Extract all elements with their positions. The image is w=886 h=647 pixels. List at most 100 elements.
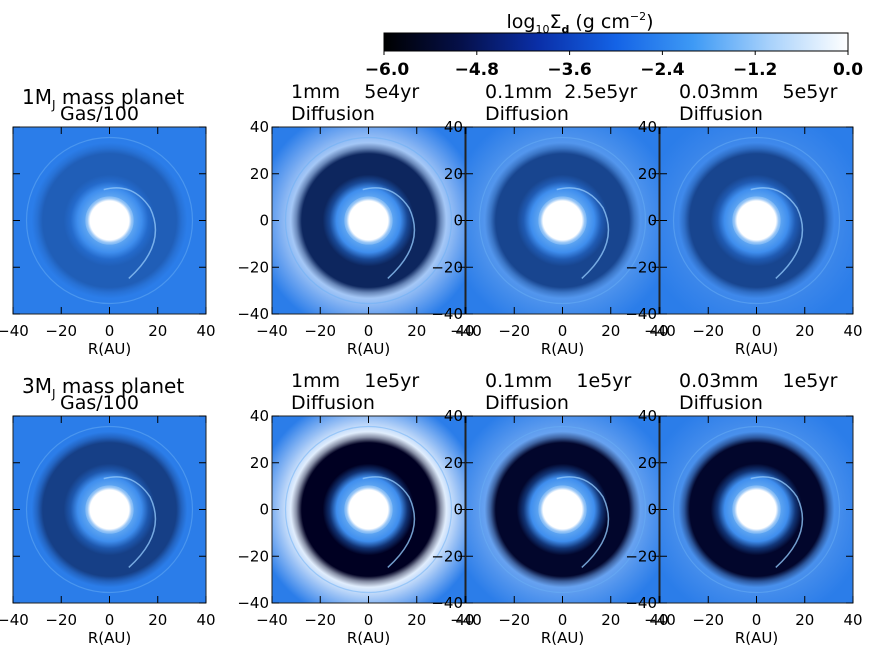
x-tick-label: 40 (455, 322, 474, 340)
y-tick-label: 40 (444, 407, 463, 425)
y-tick-label: −20 (625, 547, 657, 565)
outer-ring (25, 136, 194, 305)
x-tick-label: 20 (795, 611, 814, 629)
colorbar-title: log10Σd (g cm−2) (506, 10, 653, 36)
y-tick-label: 0 (259, 501, 269, 519)
x-tick-label: 0 (558, 322, 568, 340)
x-tick-label: −40 (450, 322, 482, 340)
y-tick-label: −20 (625, 258, 657, 276)
panel-title: Gas/100 (60, 103, 139, 125)
y-tick-label: 0 (453, 501, 463, 519)
panel-subtitle: Diffusion (679, 392, 763, 414)
central-cavity (95, 205, 124, 236)
spiral-wake (362, 187, 416, 279)
y-tick-label: −40 (625, 305, 657, 323)
central-cavity (742, 205, 771, 236)
y-tick-label: −20 (431, 547, 463, 565)
y-tick-label: 40 (250, 118, 269, 136)
x-tick-label: 0 (105, 322, 115, 340)
outer-ring (672, 425, 841, 594)
outer-ring (672, 136, 841, 305)
panel-title: 1mm 1e5yr (291, 370, 419, 392)
outer-ring (478, 425, 647, 594)
outer-ring (25, 425, 194, 594)
x-tick-label: −40 (644, 611, 676, 629)
y-tick-label: −40 (431, 594, 463, 612)
y-tick-label: 0 (647, 212, 657, 230)
y-tick-label: 20 (444, 454, 463, 472)
y-tick-label: −40 (237, 594, 269, 612)
spiral-wake (750, 476, 804, 568)
x-tick-label: −40 (256, 322, 288, 340)
x-tick-label: 0 (105, 611, 115, 629)
central-cavity (548, 205, 577, 236)
x-tick-label: 20 (148, 611, 167, 629)
central-cavity (354, 494, 383, 525)
x-tick-label: 40 (843, 322, 862, 340)
x-tick-label: 20 (407, 322, 426, 340)
x-tick-label: 20 (148, 322, 167, 340)
y-tick-label: −40 (431, 305, 463, 323)
panel-title: 0.03mm 1e5yr (679, 370, 838, 392)
panel-title: Gas/100 (60, 392, 139, 414)
inner-ring (344, 196, 393, 245)
y-tick-label: 0 (647, 501, 657, 519)
y-tick-label: 20 (250, 454, 269, 472)
x-tick-label: 20 (601, 322, 620, 340)
y-tick-label: 40 (638, 118, 657, 136)
x-tick-label: −40 (450, 611, 482, 629)
x-axis-label: R(AU) (347, 340, 390, 358)
x-tick-label: 0 (364, 611, 374, 629)
x-axis-label: R(AU) (541, 340, 584, 358)
panel-subtitle: Diffusion (485, 392, 569, 414)
y-tick-label: −40 (625, 594, 657, 612)
central-cavity (95, 494, 124, 525)
spiral-wake (556, 187, 610, 279)
colorbar-tick-label: −6.0 (365, 60, 410, 80)
panel-r1-c1: −40 −20 0 20 40 R(AU) Gas/100 (0, 103, 216, 358)
x-tick-label: 40 (649, 322, 668, 340)
y-tick-label: 40 (444, 118, 463, 136)
panel-title: 1mm 5e4yr (291, 81, 419, 103)
inner-ring (85, 485, 134, 534)
panel-r2-c4: −40−40 −20 −20 0 0 20 20 40 40 R(AU) 0.03mm 1e5yrD… (625, 370, 862, 647)
colorbar-tick-label: −3.6 (547, 60, 591, 80)
colorbar-gradient (383, 32, 849, 52)
x-tick-label: 0 (752, 322, 762, 340)
x-tick-label: 20 (795, 322, 814, 340)
x-tick-label: −40 (0, 322, 29, 340)
x-tick-label: 0 (752, 611, 762, 629)
inner-ring (344, 485, 393, 534)
panel-title: 0.1mm 2.5e5yr (485, 81, 638, 103)
colorbar-ticks: −6.0 −4.8 −3.6 −2.4 −1.2 0.0 (365, 51, 863, 80)
y-tick-label: 0 (259, 212, 269, 230)
spiral-wake (362, 476, 416, 568)
x-tick-label: 40 (649, 611, 668, 629)
x-tick-label: −20 (498, 322, 530, 340)
x-tick-label: 40 (455, 611, 474, 629)
colorbar-tick-label: −2.4 (640, 60, 685, 80)
inner-ring (85, 196, 134, 245)
inner-ring (538, 485, 587, 534)
outer-ring (284, 425, 453, 594)
x-tick-label: −40 (256, 611, 288, 629)
panel-title: 0.03mm 5e5yr (679, 81, 838, 103)
spiral-wake (103, 187, 157, 279)
spiral-wake (750, 187, 804, 279)
y-tick-label: −20 (237, 258, 269, 276)
x-tick-label: −40 (644, 322, 676, 340)
row1-label: 1MJ mass planet (22, 85, 184, 112)
x-tick-label: 40 (196, 611, 215, 629)
x-tick-label: −20 (45, 611, 77, 629)
panel-r1-c4: −40−40 −20 −20 0 0 20 20 40 40 R(AU) 0.03mm 5e5yrD… (625, 81, 862, 358)
x-tick-label: 0 (558, 611, 568, 629)
y-tick-label: −20 (431, 258, 463, 276)
y-tick-label: 40 (250, 407, 269, 425)
x-tick-label: −20 (692, 322, 724, 340)
x-tick-label: 40 (843, 611, 862, 629)
colorbar-tick-label: −1.2 (733, 60, 777, 80)
panel-subtitle: Diffusion (485, 103, 569, 125)
